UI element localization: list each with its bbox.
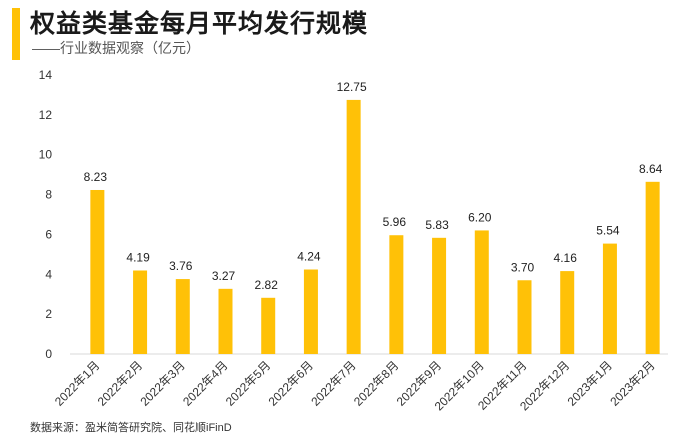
bar — [517, 280, 532, 354]
x-tick-label: 2023年2月 — [607, 358, 657, 408]
y-tick-label: 10 — [39, 148, 53, 162]
data-label: 3.27 — [212, 269, 236, 283]
x-tick-label: 2022年4月 — [180, 358, 230, 408]
bar — [645, 181, 660, 354]
data-label: 4.24 — [297, 250, 321, 264]
x-tick-label: 2022年3月 — [137, 358, 187, 408]
y-tick-label: 8 — [45, 188, 52, 202]
bar — [432, 237, 447, 354]
title-accent-bar — [12, 8, 20, 60]
data-label: 2.82 — [255, 278, 279, 292]
y-tick-label: 12 — [39, 108, 53, 122]
chart-title: 权益类基金每月平均发行规模 — [30, 10, 369, 38]
x-tick-label: 2022年1月 — [52, 358, 102, 408]
data-label: 8.23 — [84, 170, 108, 184]
bar — [560, 271, 575, 354]
x-tick-label: 2022年2月 — [95, 358, 145, 408]
data-label: 4.16 — [554, 251, 578, 265]
x-tick-label: 2022年6月 — [266, 358, 316, 408]
bar — [346, 99, 361, 355]
data-label: 3.70 — [511, 260, 535, 274]
bar — [90, 189, 105, 354]
bar — [133, 270, 148, 354]
data-label: 5.83 — [425, 218, 449, 232]
data-label: 5.54 — [596, 224, 620, 238]
bar — [303, 269, 318, 354]
bar — [602, 243, 617, 354]
x-tick-label: 2022年7月 — [308, 358, 358, 408]
data-label: 5.96 — [383, 215, 407, 229]
bar — [175, 279, 190, 354]
y-tick-label: 6 — [45, 227, 52, 241]
data-label: 6.20 — [468, 210, 492, 224]
y-tick-label: 2 — [45, 307, 52, 321]
y-tick-label: 4 — [45, 267, 52, 281]
bar — [474, 230, 489, 354]
x-tick-label: 2023年1月 — [565, 358, 615, 408]
bar — [218, 288, 233, 354]
x-tick-label: 2022年5月 — [223, 358, 273, 408]
data-label: 12.75 — [337, 80, 367, 94]
x-tick-label: 2022年8月 — [351, 358, 401, 408]
data-source-note: 数据来源：盈米简答研究院、同花顺iFinD — [30, 422, 232, 434]
data-label: 3.76 — [169, 259, 193, 273]
data-label: 4.19 — [126, 250, 150, 264]
y-tick-label: 0 — [45, 347, 52, 361]
y-tick-label: 14 — [39, 68, 53, 82]
bar — [389, 235, 404, 354]
bar — [261, 297, 276, 354]
chart-subtitle: ——行业数据观察（亿元） — [32, 40, 200, 56]
data-label: 8.64 — [639, 162, 663, 176]
